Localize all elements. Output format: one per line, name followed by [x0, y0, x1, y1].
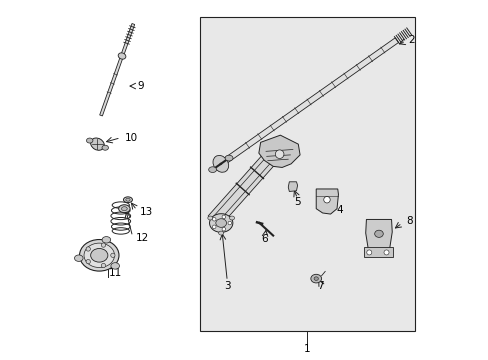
Ellipse shape	[119, 205, 130, 213]
Ellipse shape	[229, 216, 234, 220]
Text: 12: 12	[135, 233, 148, 243]
Circle shape	[323, 197, 329, 203]
Text: 1: 1	[304, 344, 310, 354]
Polygon shape	[287, 182, 297, 192]
Text: 4: 4	[336, 206, 343, 216]
Ellipse shape	[125, 198, 130, 201]
Ellipse shape	[208, 167, 216, 172]
Ellipse shape	[80, 239, 119, 271]
Circle shape	[86, 247, 90, 251]
Circle shape	[86, 260, 90, 264]
Text: 7: 7	[317, 281, 323, 291]
Polygon shape	[208, 152, 277, 226]
Circle shape	[366, 250, 371, 255]
Circle shape	[222, 228, 225, 231]
Ellipse shape	[224, 155, 232, 161]
Ellipse shape	[218, 231, 223, 235]
Circle shape	[222, 215, 225, 219]
Text: 11: 11	[109, 268, 122, 278]
Ellipse shape	[118, 53, 125, 59]
Ellipse shape	[374, 230, 383, 237]
Text: 8: 8	[405, 216, 412, 226]
Text: 13: 13	[140, 207, 153, 217]
Ellipse shape	[213, 156, 228, 172]
Circle shape	[110, 253, 115, 257]
Polygon shape	[258, 135, 300, 167]
Text: 5: 5	[294, 197, 300, 207]
Circle shape	[212, 217, 216, 221]
Circle shape	[383, 250, 388, 255]
Circle shape	[101, 264, 105, 268]
Ellipse shape	[215, 219, 226, 227]
Bar	[363, 247, 392, 257]
Ellipse shape	[111, 263, 119, 269]
Polygon shape	[100, 23, 134, 116]
Ellipse shape	[86, 138, 93, 143]
Circle shape	[227, 221, 231, 225]
Text: 3: 3	[224, 281, 230, 291]
Ellipse shape	[90, 248, 108, 262]
Text: 9: 9	[137, 81, 143, 91]
Circle shape	[101, 243, 105, 247]
Ellipse shape	[74, 255, 83, 261]
Polygon shape	[365, 220, 391, 249]
Ellipse shape	[207, 216, 212, 220]
Ellipse shape	[84, 243, 114, 267]
Ellipse shape	[123, 197, 132, 203]
Bar	[199, 17, 414, 330]
Ellipse shape	[313, 277, 318, 280]
Text: 10: 10	[124, 133, 137, 143]
Ellipse shape	[102, 145, 108, 150]
Polygon shape	[219, 38, 398, 166]
Polygon shape	[316, 189, 338, 214]
Ellipse shape	[209, 214, 232, 232]
Ellipse shape	[310, 274, 321, 283]
Text: 6: 6	[261, 234, 267, 244]
Ellipse shape	[90, 138, 104, 150]
Text: 2: 2	[408, 35, 414, 45]
Circle shape	[212, 225, 216, 229]
Circle shape	[275, 150, 284, 158]
Ellipse shape	[121, 207, 127, 211]
Ellipse shape	[102, 237, 110, 243]
